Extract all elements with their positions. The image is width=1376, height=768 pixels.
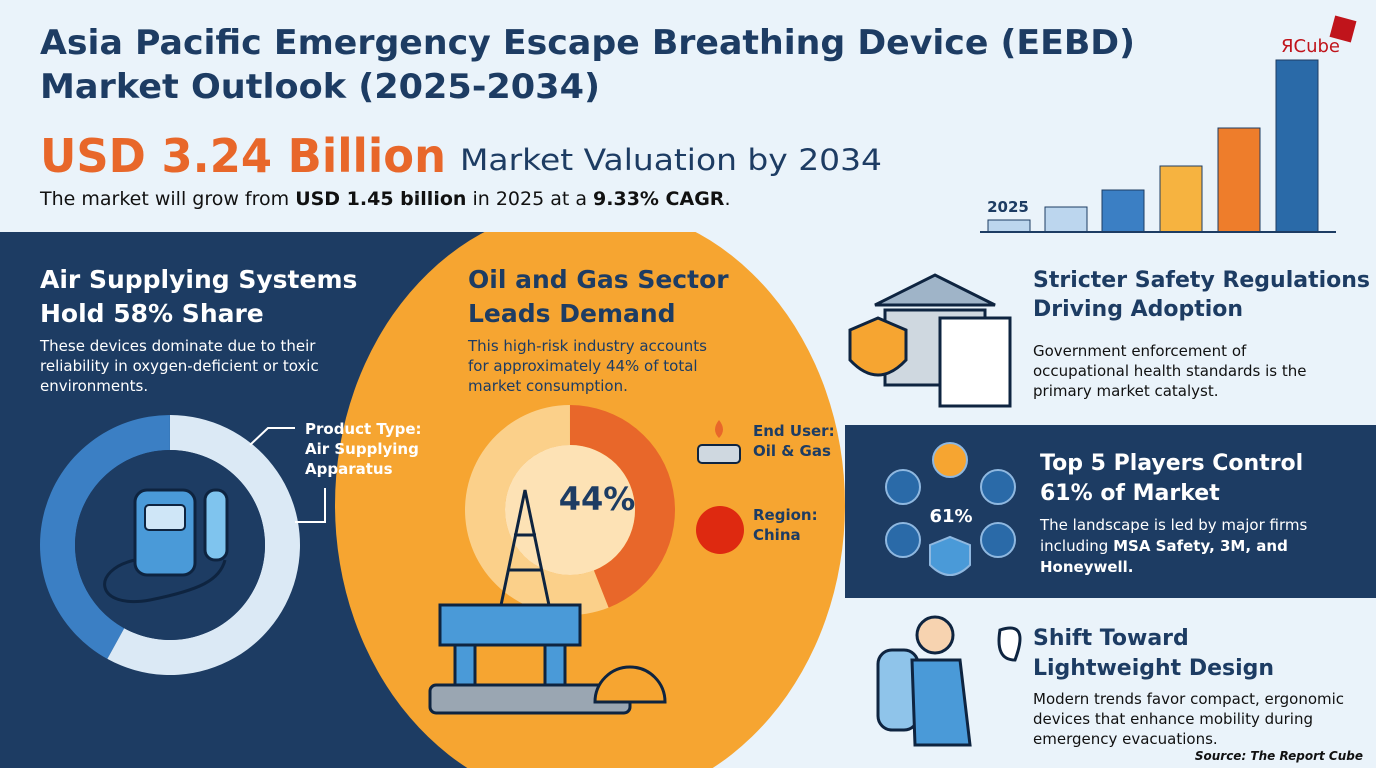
badge: 61% bbox=[929, 506, 972, 527]
donut-share bbox=[107, 415, 300, 676]
title: Market Outlook (2025-2034) bbox=[40, 67, 600, 107]
trend-title: Top 5 Players Control bbox=[1040, 451, 1303, 476]
share-label: 44% bbox=[559, 480, 636, 518]
deco-bar bbox=[1044, 206, 1088, 233]
valuation: USD 3.24 Billion bbox=[40, 129, 446, 183]
callout: Region: bbox=[753, 506, 818, 524]
callout: End User: bbox=[753, 422, 835, 440]
rig-icon bbox=[428, 489, 667, 715]
product-text: environments. bbox=[40, 377, 148, 395]
trend-text: Government enforcement of bbox=[1033, 342, 1247, 360]
trend-text: Honeywell. bbox=[1040, 558, 1134, 576]
growth-bars bbox=[980, 59, 1336, 233]
gas-icon bbox=[697, 420, 741, 464]
end-user-text: market consumption. bbox=[468, 377, 628, 395]
product-title: Hold 58% Share bbox=[40, 299, 264, 328]
donut-hole bbox=[505, 445, 635, 575]
end-user-title: Oil and Gas Sector bbox=[468, 265, 729, 294]
trend-text: primary market catalyst. bbox=[1033, 382, 1219, 400]
deco-bar bbox=[987, 219, 1031, 233]
end-user-text: This high-risk industry accounts bbox=[467, 337, 707, 355]
trend-text: emergency evacuations. bbox=[1033, 730, 1218, 748]
header-bg bbox=[0, 0, 1376, 232]
trend-text: including MSA Safety, 3M, and bbox=[1040, 537, 1288, 555]
deco-bar bbox=[1101, 189, 1145, 233]
end-user-title: Leads Demand bbox=[468, 299, 676, 328]
summary-part: USD 1.45 billion bbox=[295, 188, 466, 210]
trend-title: Lightweight Design bbox=[1033, 656, 1274, 681]
callout: Air Supplying bbox=[305, 440, 419, 458]
trend-text: devices that enhance mobility during bbox=[1033, 710, 1313, 728]
players-icon bbox=[885, 442, 1016, 576]
callout: Apparatus bbox=[305, 460, 393, 478]
end-user-donut bbox=[465, 405, 675, 615]
trend-text: Modern trends favor compact, ergonomic bbox=[1033, 690, 1344, 708]
trend-text-part: MSA Safety, 3M, and bbox=[1113, 537, 1288, 555]
trend-title: Shift Toward bbox=[1033, 626, 1189, 651]
flag-icon bbox=[696, 506, 744, 554]
summary-part: 9.33% CAGR bbox=[593, 188, 725, 210]
product-text: These devices dominate due to their bbox=[39, 337, 316, 355]
chart-label: 2025 bbox=[987, 198, 1029, 216]
trend-text-part: including bbox=[1040, 537, 1113, 555]
donut-rest bbox=[465, 405, 609, 615]
device-icon bbox=[103, 488, 229, 604]
logo-cube bbox=[1329, 15, 1357, 43]
callout: Oil & Gas bbox=[753, 442, 831, 460]
product-text: reliability in oxygen-deficient or toxic bbox=[40, 357, 319, 375]
trend-title: Stricter Safety Regulations bbox=[1033, 268, 1370, 293]
donut-share bbox=[570, 405, 675, 608]
title: Asia Pacific Emergency Escape Breathing … bbox=[40, 23, 1135, 63]
deco-bar bbox=[1159, 165, 1203, 233]
summary-part: in 2025 at a bbox=[466, 188, 593, 210]
regulation-icon bbox=[848, 273, 1012, 408]
source: Source: The Report Cube bbox=[1195, 749, 1363, 763]
callout: China bbox=[753, 526, 801, 544]
product-title: Air Supplying Systems bbox=[40, 265, 357, 294]
person-icon bbox=[876, 615, 1022, 747]
summary-part: . bbox=[724, 188, 730, 210]
brand: ЯCube bbox=[1281, 36, 1340, 57]
summary-part: The market will grow from bbox=[39, 188, 295, 210]
trend-title: 61% of Market bbox=[1040, 481, 1220, 506]
callout-line bbox=[249, 427, 326, 523]
deco-bar bbox=[1217, 127, 1261, 233]
trend-text: occupational health standards is the bbox=[1033, 362, 1307, 380]
trend-text: The landscape is led by major firms bbox=[1039, 516, 1307, 534]
donut-rest bbox=[40, 415, 170, 659]
deco-bar bbox=[1275, 59, 1319, 233]
summary: The market will grow from USD 1.45 billi… bbox=[39, 188, 730, 210]
end-user-text: for approximately 44% of total bbox=[468, 357, 698, 375]
callout: Product Type: bbox=[305, 420, 422, 438]
trend-title: Driving Adoption bbox=[1033, 297, 1243, 322]
valuation-caption: Market Valuation by 2034 bbox=[460, 143, 882, 177]
